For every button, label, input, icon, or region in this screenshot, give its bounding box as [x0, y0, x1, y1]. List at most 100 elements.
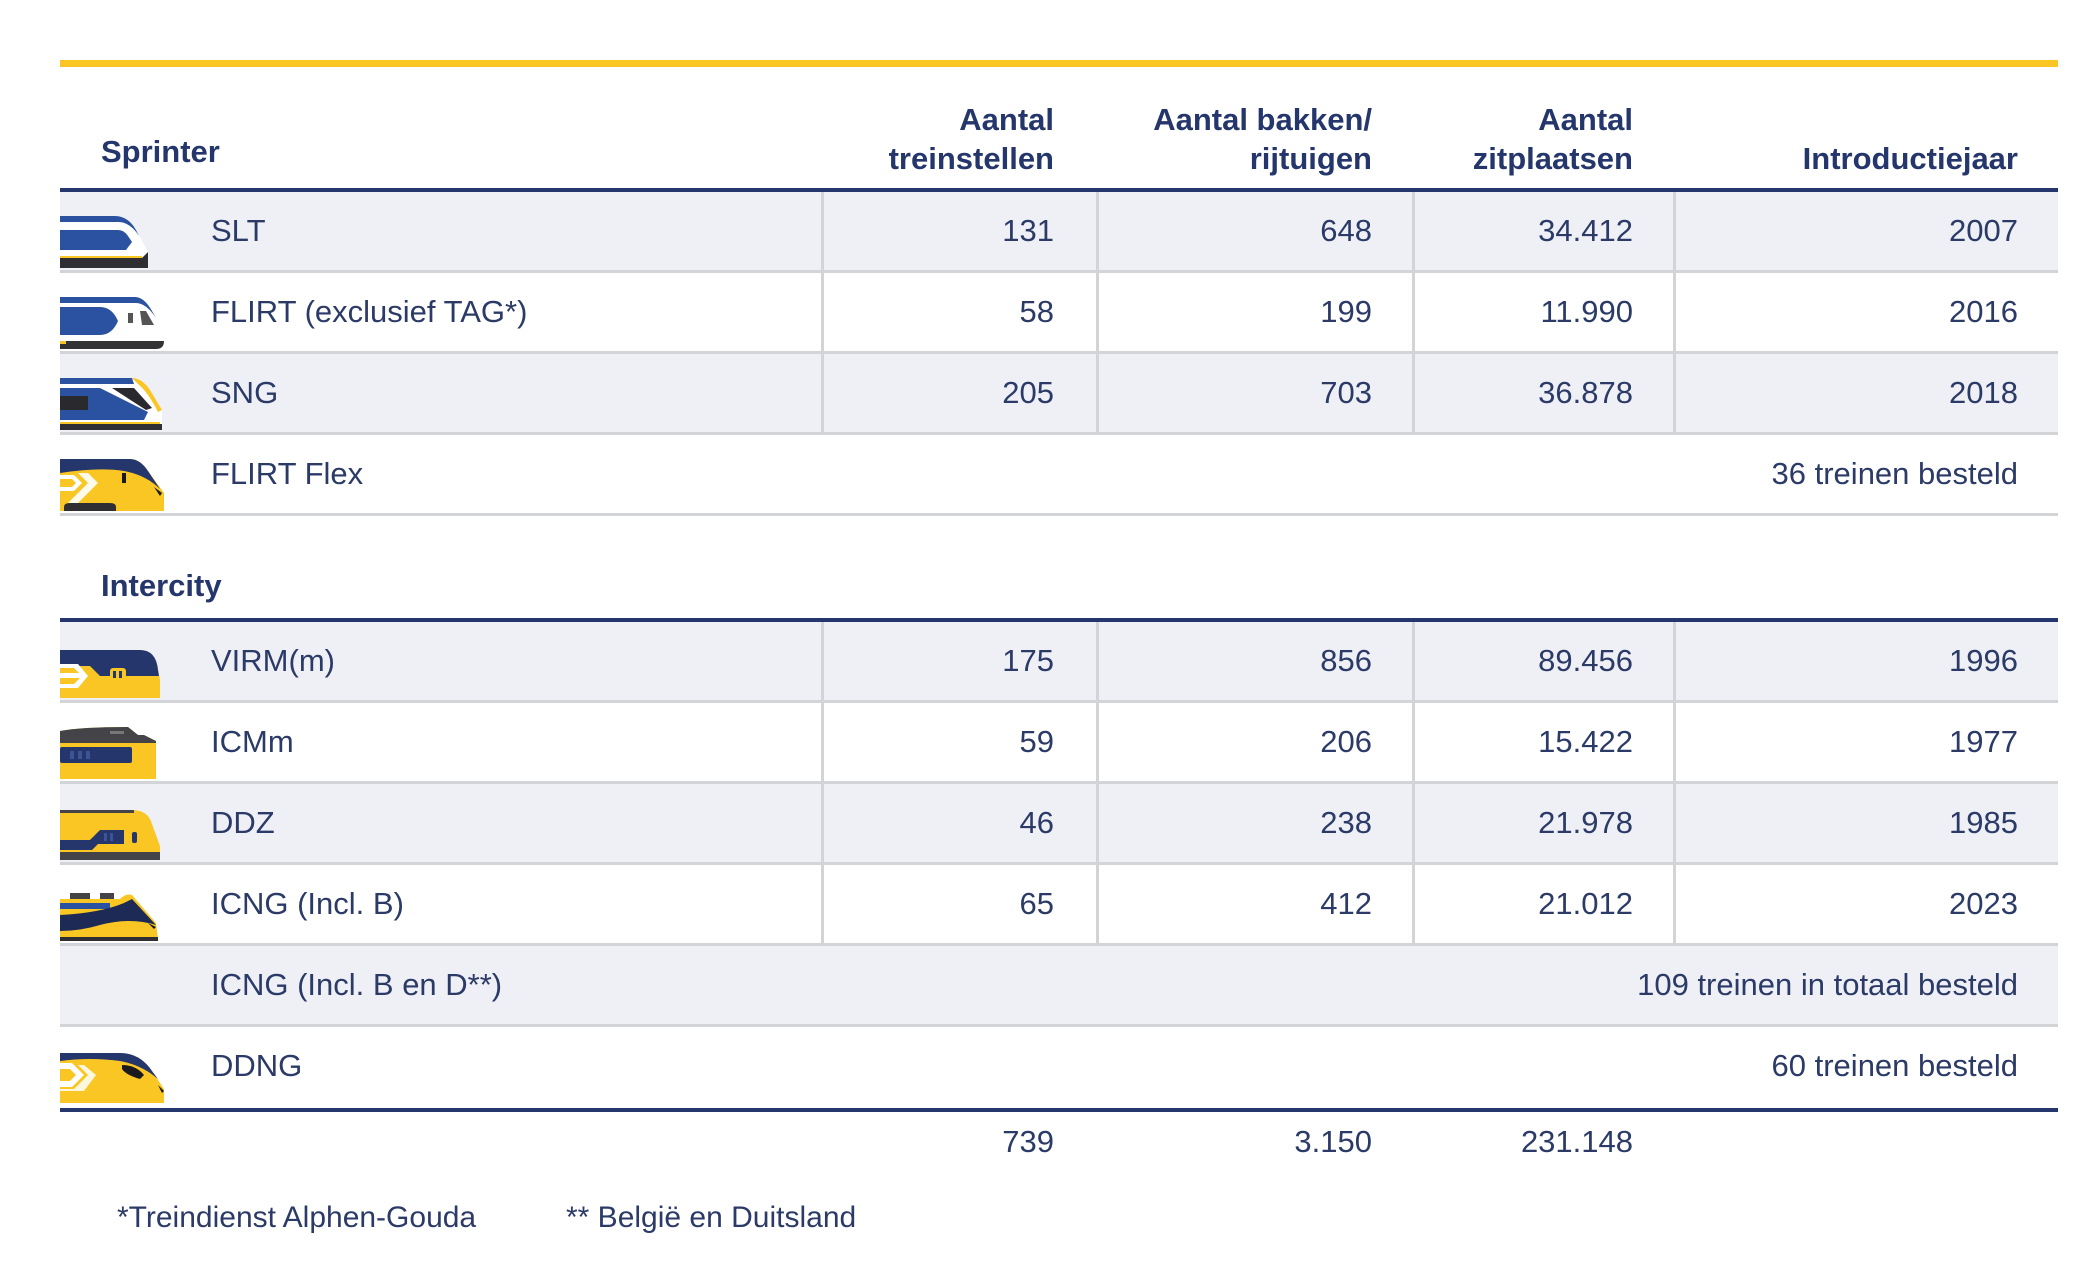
header-zitplaatsen-line2: zitplaatsen	[1472, 141, 1633, 176]
column-divider	[1096, 784, 1099, 862]
column-divider	[821, 622, 824, 700]
sprinter-header-rule	[60, 188, 2058, 192]
introductiejaar-value: 2007	[1949, 213, 2018, 248]
treinstellen-value: 59	[1019, 724, 1054, 759]
column-divider	[1412, 865, 1415, 943]
column-divider	[821, 703, 824, 781]
train-name: SNG	[211, 375, 279, 410]
order-note: 60 treinen besteld	[1771, 1048, 2018, 1083]
bakken-value: 199	[1320, 294, 1372, 329]
treinstellen-value: 58	[1019, 294, 1054, 329]
total-zitplaatsen: 231.148	[1520, 1124, 1633, 1159]
introductiejaar-value: 1985	[1949, 805, 2018, 840]
column-divider	[1096, 273, 1099, 351]
section-title-intercity: Intercity	[101, 568, 222, 603]
train-name: SLT	[211, 213, 266, 248]
table-row: SLT 131 648 34.412 2007	[60, 192, 2058, 273]
column-divider	[1412, 784, 1415, 862]
total-treinstellen: 739	[1002, 1124, 1054, 1159]
header-bakken: Aantal bakken/ rijtuigen	[1072, 100, 1372, 178]
column-divider	[1673, 784, 1676, 862]
column-divider	[1096, 622, 1099, 700]
column-divider	[821, 865, 824, 943]
train-name: ICMm	[211, 724, 294, 759]
train-name: DDNG	[211, 1048, 303, 1083]
intercity-header-rule	[60, 618, 2058, 622]
introductiejaar-value: 1996	[1949, 643, 2018, 678]
table-bottom-rule	[60, 1108, 2058, 1112]
column-divider	[1412, 192, 1415, 270]
train-name: DDZ	[211, 805, 275, 840]
intercity-table: VIRM(m) 175 856 89.456 1996 ICMm 59 206	[60, 622, 2058, 1105]
slt-train-icon	[60, 210, 170, 270]
train-name: FLIRT (exclusief TAG*)	[211, 294, 528, 329]
order-note: 109 treinen in totaal besteld	[1637, 967, 2018, 1002]
bakken-value: 703	[1320, 375, 1372, 410]
zitplaatsen-value: 36.878	[1538, 375, 1633, 410]
sng-train-icon	[60, 372, 170, 432]
bakken-value: 648	[1320, 213, 1372, 248]
column-divider	[821, 784, 824, 862]
column-divider	[821, 273, 824, 351]
bakken-value: 856	[1320, 643, 1372, 678]
header-zitplaatsen-line1: Aantal	[1538, 102, 1633, 137]
column-divider	[1412, 622, 1415, 700]
ddng-train-icon	[60, 1045, 170, 1105]
order-note: 36 treinen besteld	[1771, 456, 2018, 491]
zitplaatsen-value: 34.412	[1538, 213, 1633, 248]
column-divider	[1412, 273, 1415, 351]
column-divider	[821, 192, 824, 270]
table-row: VIRM(m) 175 856 89.456 1996	[60, 622, 2058, 703]
table-row: DDNG 60 treinen besteld	[60, 1027, 2058, 1105]
flirt-flex-train-icon	[60, 453, 170, 513]
column-divider	[1096, 354, 1099, 432]
introductiejaar-value: 2023	[1949, 886, 2018, 921]
flirt-train-icon	[60, 291, 170, 351]
train-name: FLIRT Flex	[211, 456, 364, 491]
bakken-value: 206	[1320, 724, 1372, 759]
column-divider	[1412, 703, 1415, 781]
table-row: SNG 205 703 36.878 2018	[60, 354, 2058, 435]
header-introductiejaar: Introductiejaar	[1700, 139, 2018, 178]
column-divider	[1096, 865, 1099, 943]
zitplaatsen-value: 21.978	[1538, 805, 1633, 840]
column-divider	[1412, 354, 1415, 432]
column-divider	[1673, 354, 1676, 432]
ddz-train-icon	[60, 802, 170, 862]
treinstellen-value: 205	[1002, 375, 1054, 410]
column-divider	[1673, 703, 1676, 781]
icmm-train-icon	[60, 721, 170, 781]
column-divider	[1673, 273, 1676, 351]
header-bakken-line2: rijtuigen	[1249, 141, 1372, 176]
zitplaatsen-value: 15.422	[1538, 724, 1633, 759]
column-divider	[821, 354, 824, 432]
introductiejaar-value: 1977	[1949, 724, 2018, 759]
treinstellen-value: 65	[1019, 886, 1054, 921]
column-divider	[1673, 192, 1676, 270]
column-divider	[1096, 192, 1099, 270]
train-name: ICNG (Incl. B)	[211, 886, 404, 921]
icng-train-icon	[60, 883, 170, 943]
table-row: ICNG (Incl. B en D**) 109 treinen in tot…	[60, 946, 2058, 1027]
column-divider	[1673, 865, 1676, 943]
header-bakken-line1: Aantal bakken/	[1153, 102, 1372, 137]
bakken-value: 238	[1320, 805, 1372, 840]
introductiejaar-value: 2018	[1949, 375, 2018, 410]
train-name: VIRM(m)	[211, 643, 335, 678]
table-row: ICMm 59 206 15.422 1977	[60, 703, 2058, 784]
treinstellen-value: 131	[1002, 213, 1054, 248]
header-treinstellen: Aantal treinstellen	[800, 100, 1054, 178]
train-name: ICNG (Incl. B en D**)	[211, 967, 503, 1002]
header-treinstellen-line2: treinstellen	[888, 141, 1054, 176]
section-title-sprinter: Sprinter	[101, 134, 220, 169]
header-zitplaatsen: Aantal zitplaatsen	[1400, 100, 1633, 178]
bakken-value: 412	[1320, 886, 1372, 921]
table-row: DDZ 46 238 21.978 1985	[60, 784, 2058, 865]
header-treinstellen-line1: Aantal	[959, 102, 1054, 137]
accent-bar	[60, 60, 2058, 67]
table-row: ICNG (Incl. B) 65 412 21.012 2023	[60, 865, 2058, 946]
table-row: FLIRT Flex 36 treinen besteld	[60, 435, 2058, 516]
virm-train-icon	[60, 640, 170, 700]
zitplaatsen-value: 89.456	[1538, 643, 1633, 678]
sprinter-table: SLT 131 648 34.412 2007 FLIRT (exclusief…	[60, 192, 2058, 516]
